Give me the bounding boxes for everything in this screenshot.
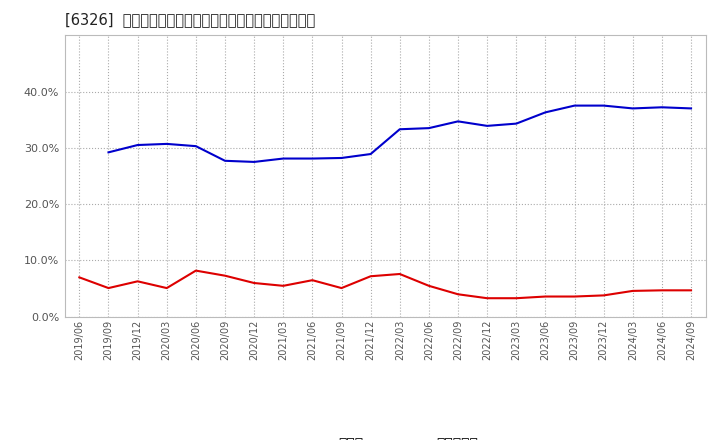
Legend: 現預金, 有利子負債: 現預金, 有利子負債 [287, 431, 484, 440]
Text: [6326]  現預金、有利子負債の総資産に対する比率の推移: [6326] 現預金、有利子負債の総資産に対する比率の推移 [65, 12, 315, 27]
